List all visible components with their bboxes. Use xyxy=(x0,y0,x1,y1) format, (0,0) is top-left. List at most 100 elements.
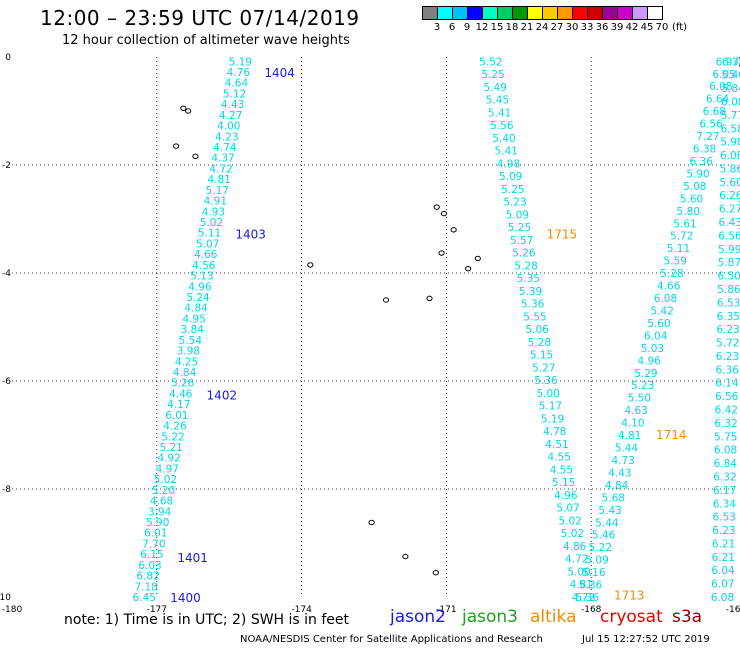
swh-value: 4.96 xyxy=(554,490,578,502)
swh-value: 6.04 xyxy=(644,330,668,342)
swh-value: 6.36 xyxy=(716,364,740,376)
time-label: 1401 xyxy=(177,551,208,565)
swh-value: 4.95 xyxy=(183,313,206,325)
satellite-label-jason3: jason3 xyxy=(462,607,518,627)
swh-value: 6.08 xyxy=(654,293,677,305)
swh-value: 5.02 xyxy=(200,217,223,229)
swh-value: 5.52 xyxy=(479,56,502,68)
swh-value: 4.27 xyxy=(219,110,242,122)
swh-value: 6.08 xyxy=(721,96,740,108)
swh-value: 6.08 xyxy=(711,592,734,604)
time-label: 1715 xyxy=(547,228,578,242)
legend-tick-label: 9 xyxy=(463,22,471,33)
swh-value: 5.11 xyxy=(667,243,690,255)
axis-labels: -180 -177 -174 -171 -168 -165 0 -2 -4 -6 -8 -10 xyxy=(0,53,740,615)
tracks-layer: 5.194.764.645.124.434.274.004.234.744.37… xyxy=(133,55,740,605)
swh-value: 6.05 xyxy=(712,69,735,81)
island-outline xyxy=(465,265,472,272)
swh-value: 5.25 xyxy=(501,184,524,196)
swh-value: 5.28 xyxy=(528,337,551,349)
swh-value: 3.94 xyxy=(148,506,172,518)
legend-tick-label: 24 xyxy=(535,22,549,33)
generated-timestamp: Jul 15 12:27:52 UTC 2019 xyxy=(582,634,710,645)
swh-value: 5.61 xyxy=(673,218,696,230)
x-tick-label: -180 xyxy=(2,605,23,615)
swh-value: 4.97 xyxy=(156,463,179,475)
swh-value: 5.45 xyxy=(486,95,509,107)
swh-value: 4.66 xyxy=(657,281,681,293)
swh-value: 6.21 xyxy=(712,552,735,564)
island-outline xyxy=(432,570,439,576)
swh-value: 4.55 xyxy=(548,452,571,464)
swh-value: 6.01 xyxy=(144,528,167,540)
swh-value: 4.66 xyxy=(194,249,218,261)
swh-value: 6.56 xyxy=(718,230,740,242)
swh-value: 5.00 xyxy=(567,566,590,578)
time-label: 1400 xyxy=(170,591,201,605)
swh-value: 5.22 xyxy=(589,542,612,554)
swh-value: 4.46 xyxy=(169,388,193,400)
swh-value: 6.23 xyxy=(716,324,739,336)
legend-tick-label: 12 xyxy=(475,22,489,33)
swh-value: 6.14 xyxy=(715,378,739,390)
swh-value: 4.68 xyxy=(150,496,173,508)
x-tick-label: -171 xyxy=(436,605,456,615)
swh-value: 5.80 xyxy=(677,206,700,218)
x-tick-label: -174 xyxy=(291,605,312,615)
swh-value: 5.27 xyxy=(532,362,555,374)
swh-value: 6.34 xyxy=(713,498,737,510)
swh-value: 7.27 xyxy=(696,131,719,143)
credit-line: NOAA/NESDIS Center for Satellite Applica… xyxy=(240,634,543,645)
swh-value: 5.16 xyxy=(582,567,606,579)
swh-value: 6.07 xyxy=(711,579,734,591)
swh-value: 5.23 xyxy=(503,197,526,209)
swh-value: 6.23 xyxy=(712,525,735,537)
island-outline xyxy=(173,143,180,149)
island-outline xyxy=(440,210,448,217)
swh-value: 6.26 xyxy=(719,190,740,202)
swh-value: 5.49 xyxy=(484,82,507,94)
swh-value: 5.07 xyxy=(196,238,219,250)
legend-tick-label: 42 xyxy=(625,22,639,33)
swh-value: 6.38 xyxy=(693,144,716,156)
swh-value: 5.86 xyxy=(717,284,740,296)
swh-value: 6.43 xyxy=(719,217,740,229)
swh-value: 4.10 xyxy=(621,418,644,430)
track-jason3: 5.525.255.495.455.415.565.405.414.985.09… xyxy=(479,56,595,604)
swh-value: 5.15 xyxy=(552,477,575,489)
legend-tick-label: 27 xyxy=(550,22,564,33)
legend-tick-label: 18 xyxy=(505,22,519,33)
swh-value: 4.63 xyxy=(624,405,647,417)
swh-value: 4.91 xyxy=(204,196,227,208)
swh-value: 5.87 xyxy=(718,257,740,269)
swh-value: 6.35 xyxy=(717,311,740,323)
swh-value: 5.77 xyxy=(721,110,740,122)
edge-label: 2 xyxy=(738,55,740,70)
legend-tick-label: 36 xyxy=(595,22,609,33)
swh-value: 5.13 xyxy=(190,271,213,283)
swh-value: 5.08 xyxy=(683,181,706,193)
swh-value: 4.93 xyxy=(202,206,225,218)
swh-value: 5.40 xyxy=(492,133,515,145)
swh-value: 5.26 xyxy=(512,248,536,260)
swh-value: 5.84 xyxy=(721,83,740,95)
swh-value: 5.72 xyxy=(670,231,693,243)
island-outline xyxy=(180,105,187,112)
time-label: 1713 xyxy=(614,588,645,602)
swh-value: 5.17 xyxy=(206,185,229,197)
swh-value: 5.75 xyxy=(714,431,737,443)
x-tick-label: -168 xyxy=(581,605,602,615)
legend-tick-label: 3 xyxy=(433,22,441,33)
swh-value: 6.38 xyxy=(722,56,740,68)
map-grid xyxy=(12,57,736,597)
swh-value: 5.36 xyxy=(521,299,545,311)
swh-value: 5.41 xyxy=(495,146,518,158)
swh-value: 5.09 xyxy=(499,171,522,183)
swh-value: 4.25 xyxy=(175,356,198,368)
swh-value: 5.55 xyxy=(523,311,546,323)
legend-labels: 3 6 9 12 15 18 21 24 27 30 33 36 39 42 45 70 (ft) xyxy=(422,22,740,36)
swh-value: 5.07 xyxy=(556,503,579,515)
swh-value: 6.82 xyxy=(136,571,159,583)
swh-value: 3.84 xyxy=(181,324,205,336)
